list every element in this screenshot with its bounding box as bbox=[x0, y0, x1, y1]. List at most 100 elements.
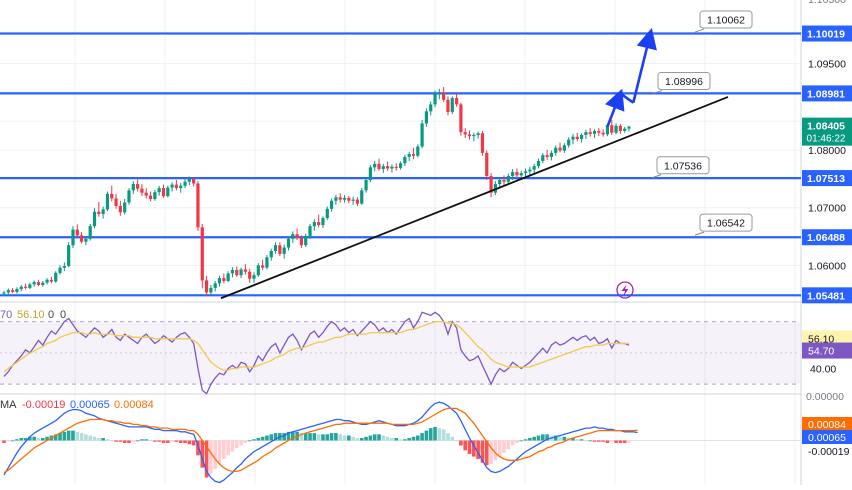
macd-histogram-bar bbox=[174, 440, 179, 442]
macd-histogram-bar bbox=[441, 429, 446, 441]
macd-histogram-bar bbox=[528, 438, 532, 441]
macd-histogram-bar bbox=[476, 440, 480, 460]
macd-histogram-bar bbox=[161, 440, 166, 443]
candle-body bbox=[554, 147, 558, 153]
macd-histogram-bar bbox=[622, 440, 627, 443]
trendline[interactable] bbox=[220, 96, 729, 300]
candle-body bbox=[230, 270, 235, 274]
candle-body bbox=[196, 183, 200, 228]
candle-body bbox=[424, 111, 429, 124]
candle-body bbox=[235, 270, 239, 276]
candle-body bbox=[248, 271, 252, 279]
candle-body bbox=[204, 280, 209, 293]
callout-box bbox=[657, 72, 711, 91]
macd-histogram-bar bbox=[101, 438, 105, 441]
macd-histogram-bar bbox=[230, 440, 235, 452]
macd-histogram-bar bbox=[368, 435, 373, 441]
candle-body bbox=[6, 290, 10, 293]
macd-histogram-bar bbox=[321, 434, 325, 441]
candle-body bbox=[183, 181, 187, 186]
macd-histogram-bar bbox=[627, 440, 631, 443]
candle-body bbox=[304, 235, 308, 246]
macd-histogram-bar bbox=[148, 440, 153, 442]
axis-tick-label: 1.08000 bbox=[808, 145, 846, 157]
candle-body bbox=[325, 208, 329, 219]
macd-histogram-bar bbox=[88, 435, 93, 441]
macd-histogram-bar bbox=[114, 440, 118, 442]
macd-histogram-bar bbox=[562, 436, 567, 441]
candle-body bbox=[532, 166, 536, 170]
candle-body bbox=[15, 289, 19, 292]
macd-histogram-bar bbox=[200, 440, 205, 468]
candle-body bbox=[192, 178, 196, 184]
macd-histogram-bar bbox=[131, 440, 136, 442]
candle-body bbox=[579, 135, 584, 140]
candle-body bbox=[79, 235, 84, 242]
macd-histogram-bar bbox=[536, 435, 541, 441]
macd-histogram-bar bbox=[614, 440, 618, 443]
macd-histogram-bar bbox=[385, 436, 390, 441]
candle-body bbox=[239, 269, 243, 276]
callout-text: 1.08996 bbox=[665, 76, 703, 88]
projection-arrows[interactable] bbox=[605, 27, 657, 128]
macd-histogram-bar bbox=[265, 435, 269, 441]
candle-body bbox=[549, 152, 554, 157]
candle-body bbox=[571, 136, 575, 140]
macd-histogram-bar bbox=[433, 426, 437, 441]
price-callouts[interactable]: 1.10062 1.08996 1.07536 1.06542 bbox=[651, 10, 753, 236]
current-price-value: 1.08405 bbox=[807, 121, 845, 133]
candle-body bbox=[623, 128, 627, 131]
candle-body bbox=[265, 257, 269, 268]
macd-histogram-bar bbox=[420, 433, 424, 441]
macd-histogram-bar bbox=[605, 440, 610, 443]
macd-histogram-bar bbox=[540, 434, 545, 441]
level-price-tag-label: 1.05481 bbox=[807, 290, 845, 302]
macd-signal-line bbox=[3, 407, 638, 474]
macd-histogram-bar bbox=[109, 440, 114, 442]
horizontal-levels[interactable] bbox=[0, 32, 801, 297]
candle-body bbox=[347, 197, 351, 201]
callout-text: 1.06542 bbox=[707, 218, 745, 230]
macd-histogram-bar bbox=[170, 440, 174, 442]
candle-body bbox=[601, 132, 605, 135]
macd-histogram-bar bbox=[28, 436, 32, 441]
macd-value-tag bbox=[802, 417, 852, 431]
macd-histogram-bar bbox=[299, 433, 304, 441]
macd-header-signal: 0.00084 bbox=[114, 399, 154, 411]
macd-histogram-bar bbox=[575, 439, 580, 441]
macd-histogram-bar bbox=[553, 435, 558, 441]
macd-header-line: 0.00065 bbox=[70, 399, 110, 411]
candle-body bbox=[454, 98, 459, 105]
lightning-icon[interactable] bbox=[616, 281, 634, 299]
macd-histogram-bar bbox=[40, 438, 45, 441]
macd-histogram-bar bbox=[213, 440, 218, 469]
macd-histogram-bar bbox=[372, 434, 377, 441]
candle-body bbox=[174, 184, 179, 189]
price-axis[interactable]: 1.105001.095001.090001.085001.080001.075… bbox=[802, 0, 852, 485]
level-price-tag bbox=[802, 229, 852, 246]
projection-arrow bbox=[632, 27, 657, 104]
macd-line bbox=[3, 401, 638, 484]
macd-histogram-bar bbox=[122, 440, 127, 443]
macd-histogram-bar bbox=[157, 440, 161, 442]
macd-histogram-bar bbox=[381, 435, 386, 441]
macd-histogram-bar bbox=[15, 439, 19, 441]
axis-tick-label: 1.09500 bbox=[808, 58, 846, 70]
macd-value-tag bbox=[802, 430, 852, 444]
macd-histogram-bar bbox=[290, 431, 295, 441]
callout-box bbox=[699, 10, 753, 29]
candle-body bbox=[536, 160, 541, 167]
candle-body bbox=[11, 290, 15, 292]
macd-histogram-bar bbox=[411, 436, 416, 441]
macd-histogram-bar bbox=[312, 433, 317, 441]
macd-histogram-bar bbox=[183, 440, 187, 443]
macd-histogram-bar bbox=[84, 434, 88, 441]
macd-histogram-bar bbox=[226, 440, 230, 456]
macd-histogram-bar bbox=[515, 440, 519, 443]
macd-histogram-bar bbox=[178, 440, 183, 443]
projection-arrow bbox=[605, 88, 625, 128]
candle-body bbox=[118, 205, 122, 213]
macd-histogram-bar bbox=[463, 440, 468, 451]
